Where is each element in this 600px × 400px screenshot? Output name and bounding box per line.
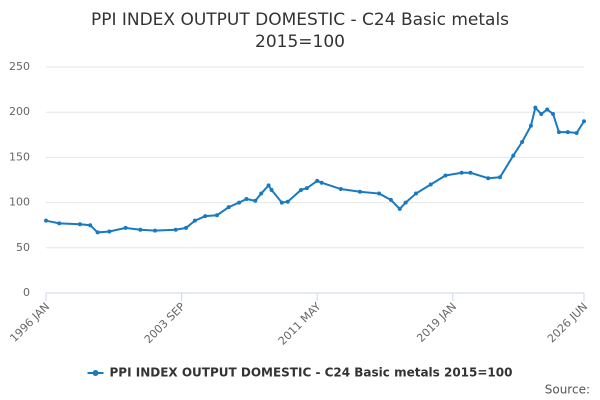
point [545,107,550,112]
point [244,196,249,201]
x-tick-label: 2026 JUN [545,300,590,345]
y-tick-label: 0 [23,286,30,299]
series-line [45,105,585,234]
legend-marker [92,370,99,376]
point [253,198,258,203]
point [574,130,579,135]
point [153,228,158,233]
point [184,225,189,230]
point [57,221,62,226]
x-tick-label: 2003 SEP [142,300,188,346]
chart-title: PPI INDEX OUTPUT DOMESTIC - C24 Basic me… [91,10,509,30]
point [468,170,473,175]
point [203,214,208,219]
point [123,225,128,230]
point [443,173,448,178]
point [319,180,324,185]
chart-title: 2015=100 [255,32,345,52]
point [304,186,309,191]
point [285,199,290,204]
y-tick-label: 100 [9,196,30,209]
point [266,183,271,188]
point [539,112,544,117]
point [497,175,502,180]
point [138,227,143,232]
point [88,223,93,228]
y-tick-label: 150 [9,150,30,163]
point [459,170,464,175]
point [44,218,48,223]
point [403,200,408,205]
point [565,130,570,135]
point [214,213,219,218]
point [226,205,231,210]
x-tick-label: 1996 JAN [7,300,52,345]
point [428,182,433,187]
point [95,230,100,235]
point [259,191,264,196]
point [377,191,382,196]
y-tick-label: 250 [9,60,30,73]
y-tick-label: 200 [9,105,30,118]
point [279,200,284,205]
x-tick-label: 2011 MAY [276,300,324,348]
point [520,140,525,145]
point [413,191,418,196]
point [533,105,538,110]
x-tick-label: 2019 JAN [414,300,459,345]
legend-label: PPI INDEX OUTPUT DOMESTIC - C24 Basic me… [110,366,513,380]
point [528,123,533,128]
point [556,130,561,135]
source: Source: [545,383,590,397]
point [388,197,393,202]
point [486,176,491,181]
point [269,187,274,192]
point [357,189,362,194]
point [551,112,556,117]
point [298,187,303,192]
point [315,178,320,183]
point [173,227,178,232]
point [107,229,112,234]
point [77,222,82,227]
point [338,187,343,192]
point [511,153,516,158]
y-tick-label: 50 [16,241,30,254]
point [192,218,197,223]
point [237,200,242,205]
point [397,206,402,211]
point [582,119,586,124]
